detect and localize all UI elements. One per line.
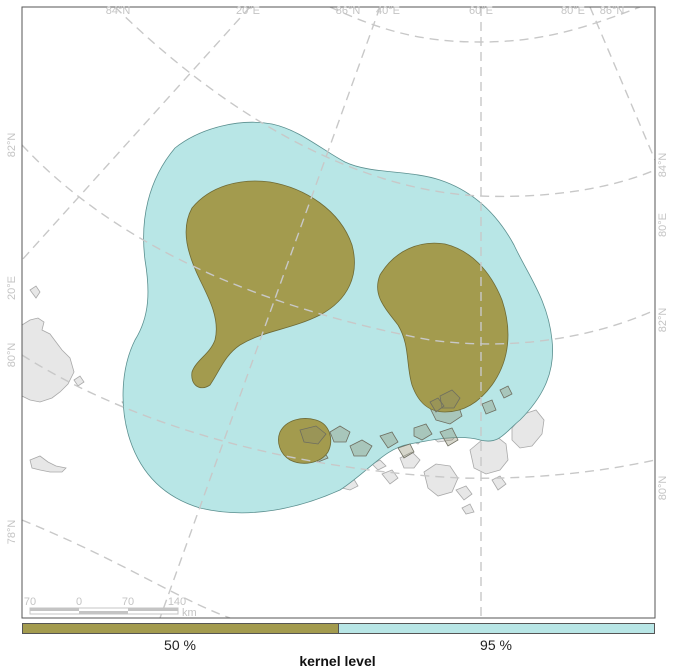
scalebar-tick-3: 140 (168, 596, 186, 608)
glabel-right-1: 80°E (657, 213, 669, 237)
legend-label-50: 50 % (164, 637, 196, 653)
glabel-right-3: 80°N (657, 476, 669, 501)
graticule-labels-top: 84°N 20°E 86°N 40°E 60°E 80°E 86°N (106, 5, 625, 17)
kernel-50-polygon-east (377, 242, 509, 413)
glabel-top-1: 20°E (236, 5, 260, 17)
islands-over-core (299, 389, 461, 445)
kernel-50-polygon-west (185, 180, 355, 389)
glabel-top-6: 86°N (600, 5, 625, 17)
map-panel-border (21, 6, 656, 619)
glabel-top-3: 40°E (376, 5, 400, 17)
glabel-left-0: 82°N (6, 133, 18, 158)
glabel-right-0: 84°N (657, 153, 669, 178)
graticule (22, 7, 655, 618)
legend-swatch-50 (23, 624, 338, 633)
glabel-left-2: 80°N (6, 343, 18, 368)
scalebar-tick-0: 70 (24, 596, 36, 608)
legend-colorbar (22, 623, 655, 634)
legend-swatch-95 (338, 624, 654, 633)
kernel-50-polygon-south (278, 418, 332, 464)
scalebar-unit: km (182, 607, 197, 619)
scale-bar: 70 0 70 140 km (24, 596, 197, 619)
glabel-top-0: 84°N (106, 5, 131, 17)
glabel-right-2: 82°N (657, 308, 669, 333)
scalebar-tick-1: 0 (76, 596, 82, 608)
glabel-top-2: 86°N (336, 5, 361, 17)
legend-title: kernel level (299, 653, 376, 669)
legend-label-95: 95 % (480, 637, 512, 653)
graticule-labels-left: 82°N 20°E 80°N 78°N (6, 133, 18, 545)
graticule-labels-right: 84°N 80°E 82°N 80°N (657, 153, 669, 501)
glabel-left-3: 78°N (6, 520, 18, 545)
glabel-top-5: 80°E (561, 5, 585, 17)
scalebar-tick-2: 70 (122, 596, 134, 608)
glabel-left-1: 20°E (6, 276, 18, 300)
glabel-top-4: 60°E (469, 5, 493, 17)
